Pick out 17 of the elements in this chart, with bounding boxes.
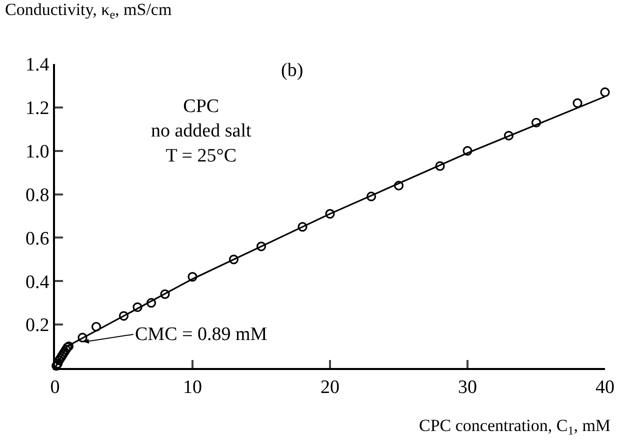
y-tick-label: 0.6 bbox=[25, 228, 50, 250]
y-tick-label: 1.4 bbox=[25, 54, 50, 76]
y-tick-label: 0.8 bbox=[25, 184, 50, 206]
x-tick-label: 0 bbox=[50, 376, 60, 398]
annotation: (b) bbox=[281, 60, 304, 81]
y-axis-title: Conductivity, κ$_{e}$, mS/cm bbox=[5, 0, 172, 22]
x-axis-title: CPC concentration, C$_{1}$, mM bbox=[419, 416, 611, 438]
x-tick-label: 30 bbox=[458, 376, 477, 398]
y-tick-label: 1.0 bbox=[25, 142, 50, 163]
annotation: CPC no added salt T = 25°C bbox=[151, 96, 252, 166]
y-tick-label: 0.4 bbox=[25, 272, 50, 293]
annotation: CMC = 0.89 mM bbox=[135, 324, 268, 345]
x-tick-label: 20 bbox=[320, 376, 340, 398]
y-tick-label: 0.2 bbox=[25, 315, 50, 336]
y-tick-label: 1.2 bbox=[25, 98, 50, 120]
x-tick-label: 40 bbox=[596, 376, 614, 398]
x-tick-label: 10 bbox=[183, 376, 202, 398]
